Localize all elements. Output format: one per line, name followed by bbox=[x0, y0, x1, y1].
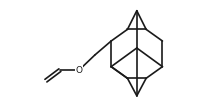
Text: O: O bbox=[75, 66, 82, 75]
